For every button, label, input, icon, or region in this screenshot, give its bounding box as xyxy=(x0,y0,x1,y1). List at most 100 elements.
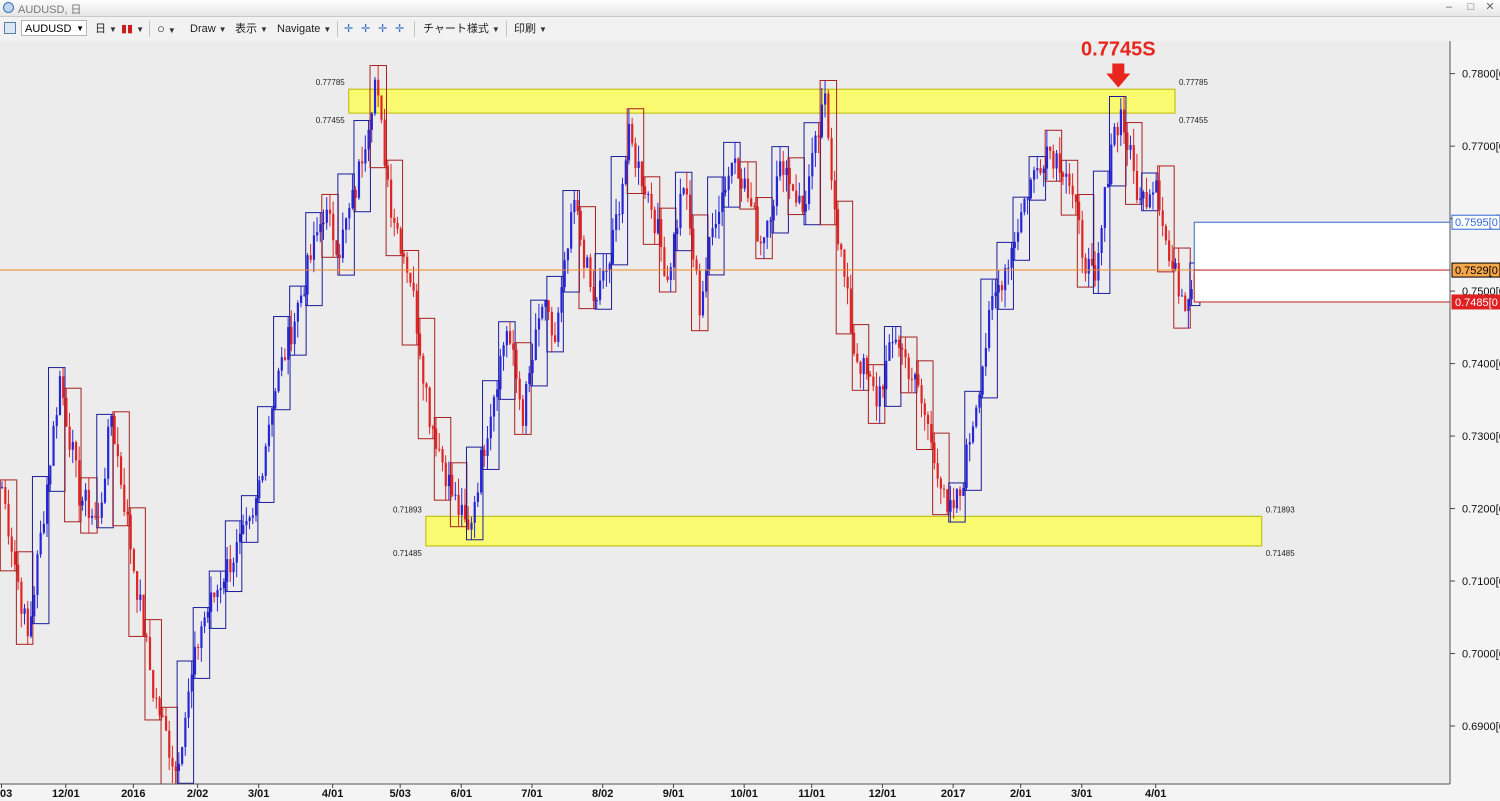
minimize-icon[interactable]: – xyxy=(1445,1,1453,13)
candle-body[interactable] xyxy=(557,312,560,342)
candle-body[interactable] xyxy=(1087,258,1090,274)
candle-body[interactable] xyxy=(869,374,872,377)
candle-body[interactable] xyxy=(1155,180,1158,193)
candle-body[interactable] xyxy=(1004,268,1007,291)
candle-body[interactable] xyxy=(962,487,965,496)
candle-body[interactable] xyxy=(17,564,20,582)
candle-body[interactable] xyxy=(721,192,724,212)
candle-body[interactable] xyxy=(801,195,804,212)
candle-body[interactable] xyxy=(451,474,454,496)
candle-body[interactable] xyxy=(29,616,33,637)
candle-body[interactable] xyxy=(152,670,155,698)
candle-body[interactable] xyxy=(602,270,605,281)
candle-body[interactable] xyxy=(923,403,926,415)
candle-body[interactable] xyxy=(345,218,348,230)
candle-body[interactable] xyxy=(624,160,627,184)
candle-body[interactable] xyxy=(759,241,762,244)
candle-body[interactable] xyxy=(280,357,283,371)
candle-body[interactable] xyxy=(254,498,258,516)
candle-body[interactable] xyxy=(454,494,457,496)
candle-body[interactable] xyxy=(711,228,714,238)
candle-body[interactable] xyxy=(766,220,769,238)
candle-body[interactable] xyxy=(1139,198,1142,200)
candle-body[interactable] xyxy=(58,376,62,416)
candle-body[interactable] xyxy=(1097,252,1100,281)
candle-body[interactable] xyxy=(605,270,608,272)
candle-body[interactable] xyxy=(795,190,798,203)
candle-body[interactable] xyxy=(734,158,737,163)
candle-body[interactable] xyxy=(1177,263,1180,297)
candle-body[interactable] xyxy=(788,167,791,185)
candle-body[interactable] xyxy=(418,333,422,356)
candle-body[interactable] xyxy=(428,387,431,427)
candle-body[interactable] xyxy=(907,357,910,380)
candle-body[interactable] xyxy=(525,384,528,426)
candle-body[interactable] xyxy=(541,306,544,319)
candle-body[interactable] xyxy=(521,399,525,426)
candle-body[interactable] xyxy=(833,180,836,210)
candle-body[interactable] xyxy=(290,327,293,345)
candle-body[interactable] xyxy=(132,549,136,572)
candle-body[interactable] xyxy=(36,554,39,595)
candle-body[interactable] xyxy=(537,318,541,330)
print-menu[interactable]: 印刷 ▼ xyxy=(514,21,547,37)
candle-body[interactable] xyxy=(463,504,467,520)
candle-body[interactable] xyxy=(959,489,962,496)
candle-body[interactable] xyxy=(660,219,663,248)
candle-body[interactable] xyxy=(1135,170,1139,200)
candle-body[interactable] xyxy=(100,502,103,518)
candle-body[interactable] xyxy=(740,178,743,189)
candle-body[interactable] xyxy=(1,487,4,489)
candle-body[interactable] xyxy=(123,484,126,512)
candle-body[interactable] xyxy=(901,347,904,350)
candle-body[interactable] xyxy=(618,214,621,216)
candle-body[interactable] xyxy=(303,294,306,296)
candle-body[interactable] xyxy=(1071,185,1074,195)
candle-body[interactable] xyxy=(200,626,203,648)
candle-body[interactable] xyxy=(637,161,640,169)
candle-body[interactable] xyxy=(730,162,734,176)
candle-body[interactable] xyxy=(807,176,811,205)
candle-body[interactable] xyxy=(4,487,7,504)
candle-body[interactable] xyxy=(126,511,129,515)
candle-body[interactable] xyxy=(338,254,341,259)
candle-body[interactable] xyxy=(852,332,856,354)
candle-body[interactable] xyxy=(441,449,444,463)
candle-body[interactable] xyxy=(872,376,875,387)
candle-body[interactable] xyxy=(235,542,238,563)
candle-body[interactable] xyxy=(229,559,232,573)
candle-body[interactable] xyxy=(158,698,161,716)
candle-body[interactable] xyxy=(1129,145,1132,150)
candle-body[interactable] xyxy=(1180,295,1184,297)
candle-body[interactable] xyxy=(46,484,49,524)
candle-body[interactable] xyxy=(608,263,611,271)
candle-body[interactable] xyxy=(1168,240,1171,262)
candle-body[interactable] xyxy=(476,492,480,502)
candle-body[interactable] xyxy=(914,374,917,380)
candle-body[interactable] xyxy=(39,532,42,555)
candle-body[interactable] xyxy=(547,300,550,312)
candle-body[interactable] xyxy=(926,414,930,425)
candle-body[interactable] xyxy=(1132,145,1135,171)
candle-body[interactable] xyxy=(1187,299,1190,312)
candle-body[interactable] xyxy=(425,383,428,388)
candle-body[interactable] xyxy=(1090,258,1094,266)
candle-body[interactable] xyxy=(846,276,849,289)
candle-body[interactable] xyxy=(328,209,332,214)
candle-body[interactable] xyxy=(859,361,862,374)
candle-body[interactable] xyxy=(576,199,579,211)
candle-body[interactable] xyxy=(570,212,573,249)
support-zone[interactable] xyxy=(425,515,1263,547)
candle-body[interactable] xyxy=(560,287,563,313)
candle-body[interactable] xyxy=(631,123,634,144)
candle-body[interactable] xyxy=(1042,168,1045,173)
candle-body[interactable] xyxy=(685,188,688,195)
candle-body[interactable] xyxy=(412,282,415,291)
candle-body[interactable] xyxy=(1049,146,1052,151)
candle-body[interactable] xyxy=(589,257,592,287)
candle-body[interactable] xyxy=(1010,248,1013,268)
candle-body[interactable] xyxy=(904,349,907,358)
candle-body[interactable] xyxy=(187,691,190,718)
candle-body[interactable] xyxy=(984,347,987,367)
candle-body[interactable] xyxy=(627,123,631,161)
